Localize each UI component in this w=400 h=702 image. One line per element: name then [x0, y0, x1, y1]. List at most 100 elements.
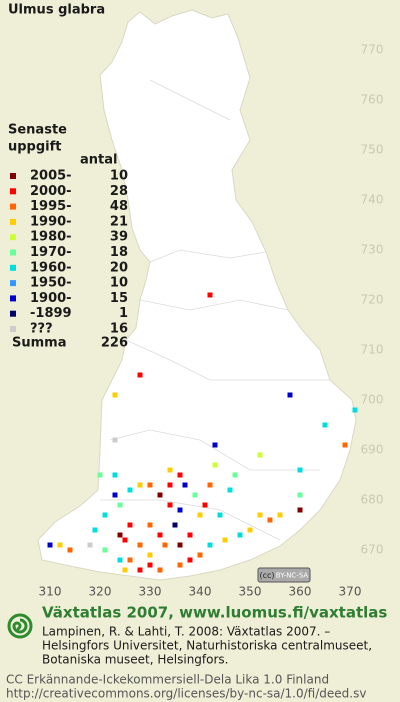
legend-label: ???	[30, 322, 53, 337]
occurrence-square	[212, 462, 218, 468]
occurrence-square	[127, 522, 133, 528]
occurrence-square	[237, 532, 243, 538]
y-tick-label: 720	[361, 293, 384, 307]
occurrence-square	[177, 507, 183, 513]
citation-line: Botaniska museet, Helsingfors.	[42, 653, 229, 667]
y-tick-label: 710	[361, 343, 384, 357]
occurrence-square	[137, 482, 143, 488]
logo	[7, 613, 33, 639]
legend-swatch	[10, 280, 16, 287]
region-borders	[100, 79, 330, 541]
occurrence-square	[227, 487, 233, 493]
occurrence-square	[207, 542, 213, 548]
legend-heading: uppgift	[8, 140, 62, 155]
y-tick-label: 740	[361, 193, 384, 207]
legend-count: 10	[110, 276, 128, 291]
legend-count: 21	[110, 214, 128, 229]
occurrence-square	[342, 442, 348, 448]
legend-label: -1899	[30, 306, 72, 321]
occurrence-square	[147, 552, 153, 558]
legend-label: 2000-	[30, 184, 72, 199]
occurrence-square	[177, 562, 183, 568]
citation-line: Lampinen, R. & Lahti, T. 2008: Växtatlas…	[42, 625, 330, 639]
occurrence-square	[212, 442, 218, 448]
occurrence-square	[172, 522, 178, 528]
y-tick-label: 750	[361, 143, 384, 157]
legend-total-label: Summa	[12, 336, 66, 351]
occurrence-square	[137, 372, 143, 378]
occurrence-square	[257, 512, 263, 518]
legend-label: 1990-	[30, 214, 72, 229]
occurrence-square	[87, 542, 93, 548]
legend-label: 1995-	[30, 199, 72, 214]
occurrence-square	[137, 567, 143, 573]
legend-count: 10	[110, 169, 128, 184]
legend-label: 2005-	[30, 169, 72, 184]
occurrence-square	[192, 492, 198, 498]
occurrence-square	[137, 542, 143, 548]
occurrence-square	[147, 482, 153, 488]
occurrence-square	[352, 407, 358, 413]
occurrence-square	[167, 502, 173, 508]
occurrence-square	[197, 552, 203, 558]
occurrence-square	[162, 542, 168, 548]
occurrence-square	[322, 422, 328, 428]
legend-count: 39	[110, 230, 128, 245]
occurrence-square	[202, 502, 208, 508]
occurrence-square	[157, 492, 163, 498]
x-tick-label: 310	[39, 585, 62, 599]
occurrence-square	[157, 567, 163, 573]
occurrence-square	[177, 542, 183, 548]
occurrence-square	[67, 547, 73, 553]
occurrence-square	[117, 502, 123, 508]
occurrence-square	[122, 537, 128, 543]
badge-text: BY-NC-SA	[276, 572, 309, 580]
legend-total-count: 226	[101, 336, 128, 351]
legend-swatch	[10, 203, 16, 210]
occurrence-square	[147, 562, 153, 568]
occurrence-square	[47, 542, 53, 548]
map-title: Ulmus glabra	[8, 3, 105, 18]
occurrence-square	[187, 557, 193, 563]
y-tick-label: 770	[361, 43, 384, 57]
occurrence-square	[207, 482, 213, 488]
license-line: http://creativecommons.org/licenses/by-n…	[6, 687, 366, 701]
occurrence-square	[177, 472, 183, 478]
legend-swatch	[10, 188, 16, 195]
badge-box	[257, 567, 311, 583]
occurrence-square	[287, 392, 293, 398]
occurrence-square	[167, 482, 173, 488]
y-tick-label: 670	[361, 543, 384, 557]
occurrence-square	[157, 532, 163, 538]
occurrence-square	[147, 522, 153, 528]
cc-badge: (cc) BY-NC-SA	[257, 567, 311, 583]
occurrence-square	[127, 487, 133, 493]
occurrence-square	[297, 507, 303, 513]
occurrence-square	[102, 512, 108, 518]
legend-swatch	[10, 234, 16, 241]
occurrence-square	[197, 512, 203, 518]
footer-heading: Växtatlas 2007, www.luomus.fi/vaxtatlas	[42, 604, 387, 622]
legend-count: 48	[110, 199, 128, 214]
legend-count: 15	[110, 291, 128, 306]
occurrence-square	[222, 537, 228, 543]
occurrence-square	[97, 472, 103, 478]
occurrence-square	[102, 547, 108, 553]
occurrence-square	[167, 467, 173, 473]
occurrence-square	[297, 492, 303, 498]
x-tick-label: 360	[289, 585, 312, 599]
legend-swatch	[10, 295, 16, 302]
y-tick-label: 690	[361, 443, 384, 457]
legend-swatch	[10, 173, 16, 179]
citation-line: Helsingfors Universitet, Naturhistoriska…	[42, 639, 372, 653]
legend-swatch	[10, 326, 16, 332]
occurrence-square	[297, 467, 303, 473]
occurrence-square	[112, 472, 118, 478]
legend-count: 18	[110, 245, 128, 260]
legend-label: 1950-	[30, 276, 72, 291]
legend-swatch	[10, 310, 16, 317]
legend-count: 1	[119, 306, 128, 321]
x-tick-label: 340	[189, 585, 212, 599]
legend-count: 20	[110, 260, 128, 275]
legend-count: 28	[110, 184, 128, 199]
